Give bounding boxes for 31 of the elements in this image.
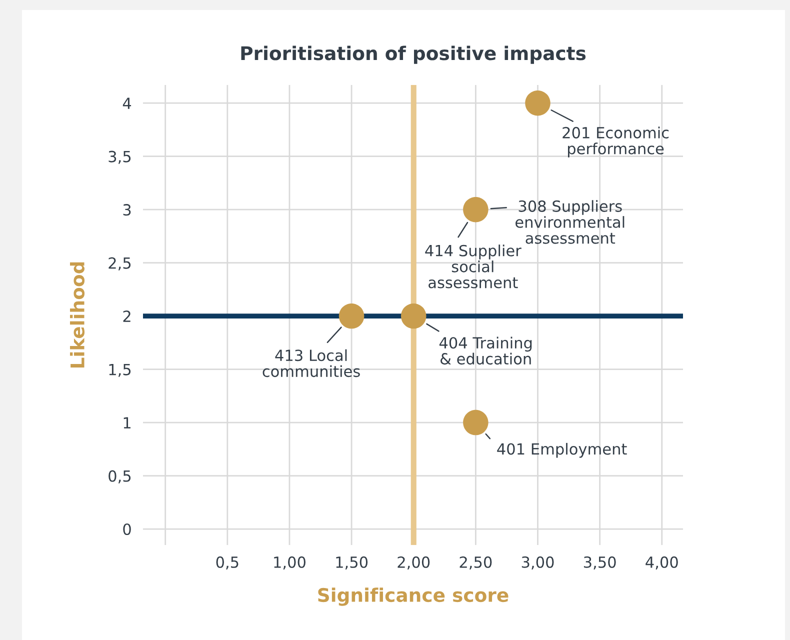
x-tick-label: 2,50 — [460, 556, 492, 570]
x-tick-label: 1,00 — [274, 556, 306, 570]
annotation: 401 Employment — [497, 442, 627, 458]
point — [401, 303, 426, 329]
y-tick-label: 3 — [123, 204, 131, 216]
x-tick-label: 3,50 — [584, 556, 616, 570]
y-tick-label: 2 — [123, 310, 130, 322]
point — [463, 196, 488, 222]
y-tick-label: 3,5 — [108, 150, 131, 164]
x-tick-label: 4,00 — [646, 556, 678, 570]
y-tick-label: 1,5 — [109, 364, 131, 377]
y-tick-label: 4 — [122, 98, 132, 109]
x-tick-label: 2,00 — [398, 556, 430, 570]
x-tick-label: 3,00 — [522, 556, 554, 570]
y-tick-label: 0,5 — [108, 470, 131, 484]
x-tick-label: 0,5 — [216, 556, 238, 570]
chart-title: Prioritisation of positive impacts — [241, 46, 586, 64]
annotation: 414 Supplier social assessment — [425, 244, 522, 288]
annotation: 404 Training & education — [439, 336, 532, 365]
y-tick-label: 0 — [123, 523, 131, 536]
y-tick-label: 2,5 — [108, 257, 131, 270]
annotation: 308 Suppliers environmental assessment — [516, 200, 624, 244]
annotation: 413 Local communities — [262, 349, 360, 378]
y-tick-label: 1 — [124, 417, 130, 428]
point — [463, 410, 488, 436]
x-tick-label: 1,50 — [336, 556, 368, 570]
point — [338, 303, 364, 329]
y-axis-title: Likelihood — [70, 262, 85, 368]
x-axis-title: Significance score — [318, 588, 508, 606]
annotation: 201 Economic performance — [562, 126, 669, 158]
point — [525, 90, 550, 116]
